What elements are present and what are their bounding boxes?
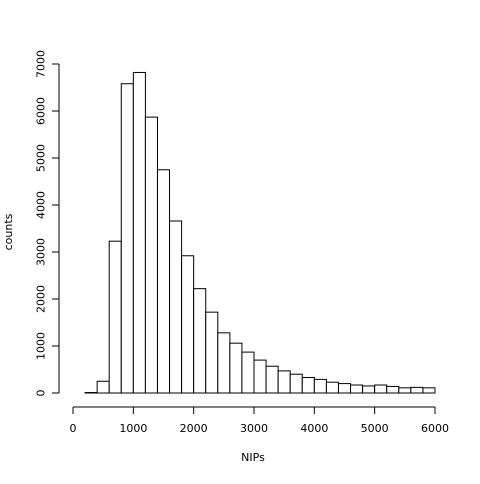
x-tick-label-2: 2000 [180,422,208,435]
histogram-bar-10 [206,312,218,393]
y-tick-label-2: 2000 [35,285,48,313]
histogram-bar-26 [399,388,411,393]
histogram-bar-18 [302,377,314,393]
histogram-bar-12 [230,343,242,393]
histogram-bar-5 [145,117,157,393]
histogram-bar-25 [387,386,399,393]
y-tick-label-5: 5000 [35,144,48,172]
histogram-bar-7 [170,221,182,393]
histogram-bar-13 [242,352,254,393]
x-tick-label-1: 1000 [119,422,147,435]
histogram-bar-24 [375,385,387,393]
y-tick-label-6: 6000 [35,97,48,125]
x-tick-label-6: 6000 [421,422,449,435]
x-axis-label: NIPs [241,451,265,464]
y-tick-label-4: 4000 [35,191,48,219]
x-tick-label-3: 3000 [240,422,268,435]
histogram-bar-8 [182,256,194,393]
histogram-bar-15 [266,366,278,393]
histogram-bar-16 [278,371,290,393]
x-tick-label-4: 4000 [300,422,328,435]
histogram-bar-6 [157,170,169,393]
histogram-bar-11 [218,333,230,393]
histogram-bar-28 [423,388,435,393]
x-tick-label-0: 0 [70,422,77,435]
histogram-bar-19 [314,379,326,393]
y-tick-label-0: 0 [35,390,48,397]
x-tick-label-5: 5000 [361,422,389,435]
histogram-bar-23 [363,386,375,393]
histogram-bar-21 [338,384,350,393]
histogram-bar-22 [351,385,363,393]
bars-layer [85,72,435,393]
histogram-bar-2 [109,241,121,393]
y-tick-label-7: 7000 [35,50,48,78]
histogram-bar-3 [121,84,133,393]
y-axis-label: counts [2,213,15,250]
histogram-bar-14 [254,360,266,393]
histogram-bar-4 [133,72,145,393]
histogram-bar-9 [194,289,206,393]
histogram-bar-17 [290,374,302,393]
x-axis: 0 1000 2000 3000 4000 5000 6000 [70,407,450,435]
y-tick-label-3: 3000 [35,238,48,266]
y-axis: 0 1000 2000 3000 4000 5000 6000 7000 [35,50,60,397]
histogram-bar-27 [411,387,423,393]
histogram-bar-20 [326,382,338,393]
y-tick-label-1: 1000 [35,332,48,360]
histogram-bar-1 [97,381,109,393]
